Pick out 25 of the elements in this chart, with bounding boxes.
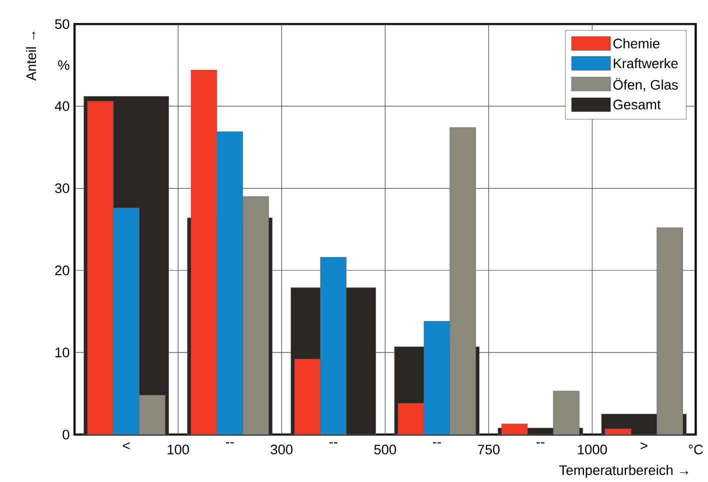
legend-label: Kraftwerke — [614, 58, 678, 68]
legend-label: Öfen, Glas — [613, 78, 678, 92]
y-tick-label: 30 — [55, 183, 70, 193]
y-axis-title: Anteil → — [26, 32, 36, 81]
x-tick-label: > — [640, 442, 648, 450]
x-tick-label: -- — [226, 442, 234, 444]
x-axis-title: Temperaturbereich → — [559, 464, 688, 478]
text: 300 — [270, 444, 293, 454]
text: °C — [688, 444, 703, 454]
y-tick-label: 0 — [62, 430, 70, 440]
text: 750 — [478, 444, 500, 454]
text: 500 — [374, 444, 396, 454]
x-tick-label: -- — [536, 442, 544, 444]
text: 100 — [168, 444, 189, 454]
legend-label: Gesamt — [613, 100, 661, 110]
x-tick-label: -- — [329, 442, 338, 444]
y-tick-label: 50 — [55, 19, 70, 29]
legend-label: Chemie — [613, 38, 660, 48]
y-tick-label: 20 — [55, 265, 70, 276]
y-tick-label: 40 — [54, 101, 70, 111]
y-tick-label: % — [58, 60, 70, 70]
x-tick-label: < — [122, 442, 130, 450]
x-tick-label: -- — [432, 442, 441, 444]
text: 1000 — [578, 444, 607, 454]
y-tick-label: 10 — [56, 347, 70, 358]
